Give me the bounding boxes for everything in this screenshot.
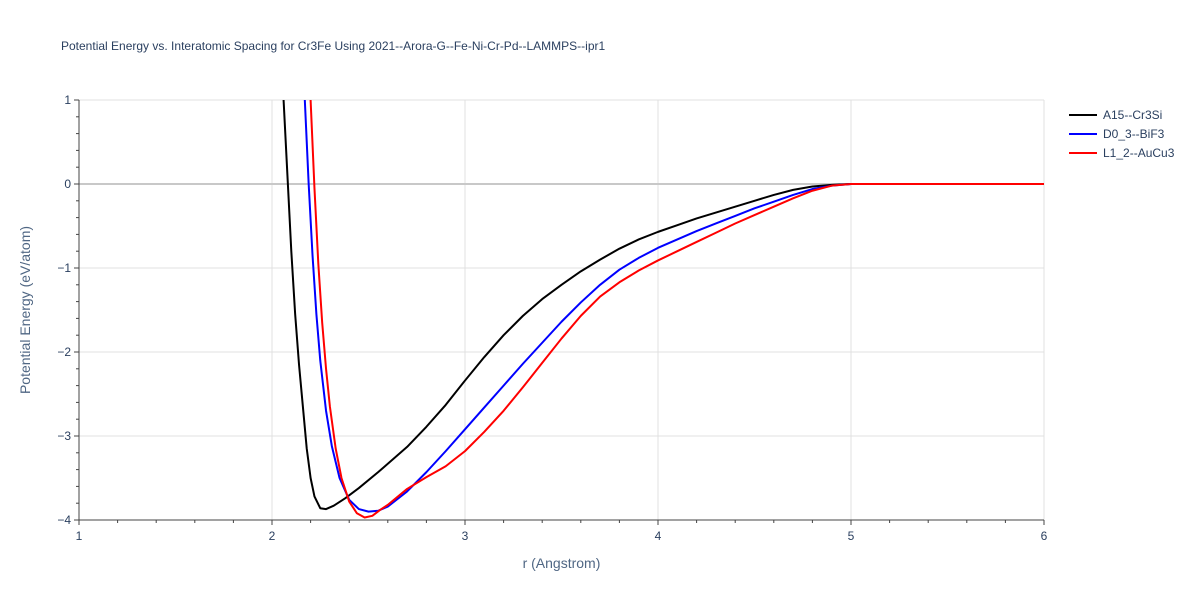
legend-item[interactable]: D0_3--BiF3 bbox=[1069, 127, 1165, 141]
chart-title: Potential Energy vs. Interatomic Spacing… bbox=[61, 39, 605, 53]
axes: 1 2 3 4 5 6 1 0 −1 −2 −3 −4 bbox=[57, 93, 1047, 543]
y-tick-label: −4 bbox=[57, 513, 71, 527]
legend-item[interactable]: L1_2--AuCu3 bbox=[1069, 146, 1175, 160]
series-lines bbox=[282, 100, 1044, 519]
legend-label: D0_3--BiF3 bbox=[1103, 127, 1165, 141]
grid bbox=[79, 99, 1045, 520]
series-line-d0-3-bif3 bbox=[303, 100, 1044, 513]
x-tick-label: 2 bbox=[269, 529, 276, 543]
x-tick-label: 1 bbox=[76, 529, 83, 543]
y-tick-label: 0 bbox=[64, 177, 71, 191]
legend[interactable]: A15--Cr3Si D0_3--BiF3 L1_2--AuCu3 bbox=[1069, 108, 1175, 160]
legend-label: A15--Cr3Si bbox=[1103, 108, 1162, 122]
series-line-a15-cr3si bbox=[282, 100, 1044, 511]
legend-item[interactable]: A15--Cr3Si bbox=[1069, 108, 1162, 122]
series-line-l1-2-aucu3 bbox=[309, 100, 1044, 519]
legend-label: L1_2--AuCu3 bbox=[1103, 146, 1175, 160]
x-tick-label: 5 bbox=[848, 529, 855, 543]
y-tick-label: −1 bbox=[57, 261, 71, 275]
y-tick-label: −3 bbox=[57, 429, 71, 443]
x-tick-label: 6 bbox=[1041, 529, 1048, 543]
y-axis-title: Potential Energy (eV/atom) bbox=[17, 226, 33, 394]
x-tick-label: 3 bbox=[462, 529, 469, 543]
y-tick-label: −2 bbox=[57, 345, 71, 359]
x-tick-label: 4 bbox=[655, 529, 662, 543]
y-tick-label: 1 bbox=[64, 93, 71, 107]
x-axis-title: r (Angstrom) bbox=[523, 555, 601, 571]
